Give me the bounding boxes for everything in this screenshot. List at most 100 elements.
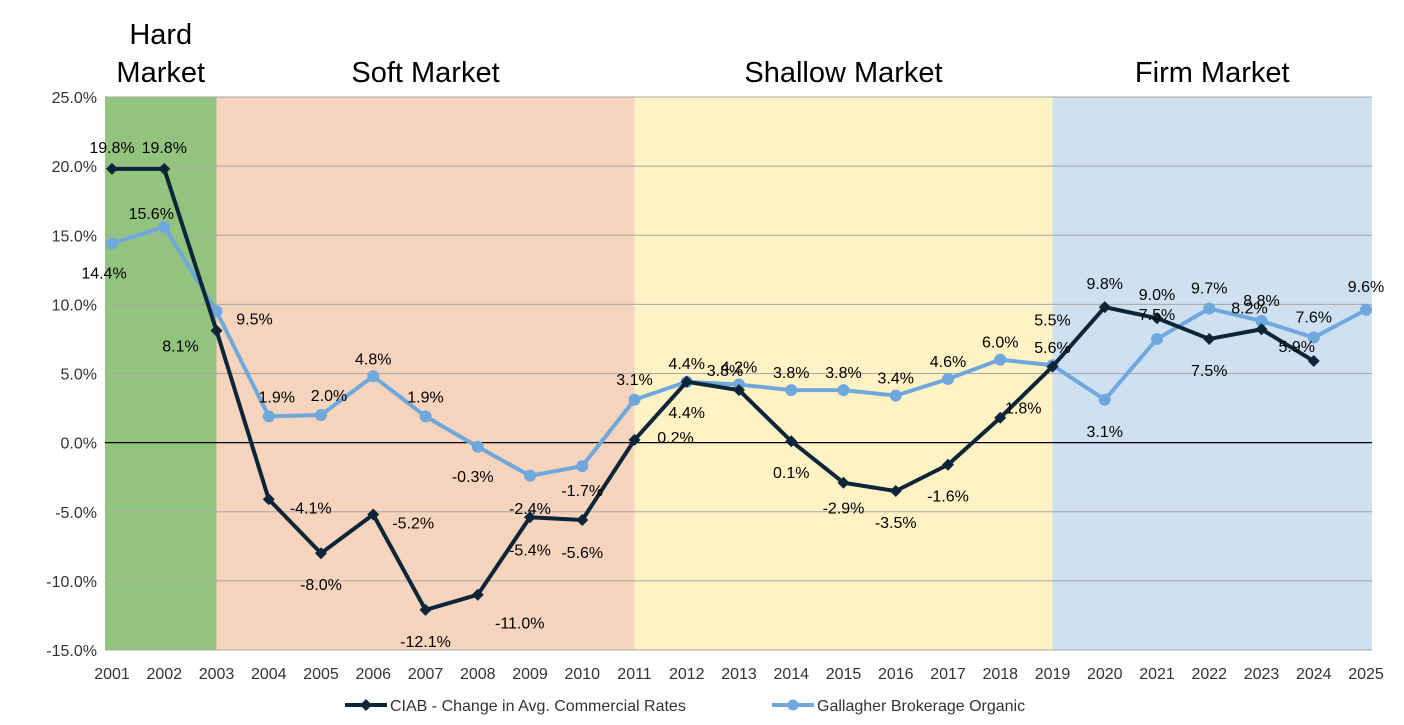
point-ciab-change-in-avg-commercial-rates: [628, 433, 641, 446]
y-tick-label: 10.0%: [52, 297, 97, 314]
point-gallagher-brokerage-organic: [889, 389, 902, 402]
point-ciab-change-in-avg-commercial-rates: [1098, 301, 1111, 314]
y-tick-label: 5.0%: [61, 367, 97, 384]
data-label-ciab-change-in-avg-commercial-rates: 3.8%: [707, 363, 743, 380]
point-ciab-change-in-avg-commercial-rates: [262, 493, 275, 506]
point-gallagher-brokerage-organic: [1098, 393, 1111, 406]
point-gallagher-brokerage-organic: [837, 384, 850, 397]
data-label-gallagher-brokerage-organic: 9.5%: [236, 311, 272, 328]
data-label-gallagher-brokerage-organic: 6.0%: [982, 335, 1018, 352]
data-label-ciab-change-in-avg-commercial-rates: 19.8%: [89, 140, 134, 157]
y-tick-label: 25.0%: [52, 90, 97, 107]
x-tick-label: 2014: [773, 666, 809, 683]
point-ciab-change-in-avg-commercial-rates: [837, 476, 850, 489]
data-label-gallagher-brokerage-organic: 7.6%: [1296, 310, 1332, 327]
data-label-gallagher-brokerage-organic: 7.5%: [1139, 307, 1175, 324]
x-tick-label: 2010: [564, 666, 600, 683]
y-tick-label: 20.0%: [52, 159, 97, 176]
point-gallagher-brokerage-organic: [942, 373, 954, 386]
point-gallagher-brokerage-organic: [994, 353, 1007, 366]
point-ciab-change-in-avg-commercial-rates: [576, 514, 589, 527]
data-label-gallagher-brokerage-organic: 4.6%: [930, 354, 966, 371]
legend-label: CIAB - Change in Avg. Commercial Rates: [390, 698, 686, 715]
data-label-ciab-change-in-avg-commercial-rates: -5.2%: [392, 516, 434, 533]
x-tick-label: 2018: [982, 666, 1018, 683]
data-label-ciab-change-in-avg-commercial-rates: -1.6%: [927, 489, 969, 506]
region-label-hard-market: Market: [116, 57, 205, 89]
point-gallagher-brokerage-organic: [1360, 303, 1372, 316]
point-gallagher-brokerage-organic: [1307, 331, 1320, 344]
point-ciab-change-in-avg-commercial-rates: [942, 458, 954, 471]
region-label-soft-market: Soft Market: [351, 57, 499, 89]
data-label-gallagher-brokerage-organic: 1.9%: [407, 389, 443, 406]
x-tick-label: 2015: [826, 666, 862, 683]
legend-marker: [787, 699, 799, 711]
x-tick-label: 2025: [1348, 666, 1384, 683]
point-ciab-change-in-avg-commercial-rates: [419, 603, 432, 616]
point-gallagher-brokerage-organic: [471, 440, 484, 453]
legend-marker: [360, 699, 372, 711]
data-labels: 19.8% 19.8% 8.1% -4.1% -8.0% -5.2% -12.1% -11.0…: [81, 140, 1384, 651]
point-gallagher-brokerage-organic: [419, 410, 432, 423]
data-label-gallagher-brokerage-organic: 5.6%: [1034, 340, 1070, 357]
data-label-gallagher-brokerage-organic: -2.4%: [509, 501, 551, 518]
point-gallagher-brokerage-organic: [1255, 314, 1268, 327]
region-label-shallow-market: Shallow Market: [744, 57, 942, 89]
point-ciab-change-in-avg-commercial-rates: [471, 588, 484, 601]
data-label-ciab-change-in-avg-commercial-rates: 8.2%: [1231, 300, 1267, 317]
series-line-ciab-change-in-avg-commercial-rates: [112, 166, 1315, 612]
x-tick-label: 2022: [1191, 666, 1227, 683]
point-gallagher-brokerage-organic: [315, 408, 327, 421]
point-ciab-change-in-avg-commercial-rates: [1307, 355, 1320, 368]
point-gallagher-brokerage-organic: [1151, 332, 1163, 345]
data-label-gallagher-brokerage-organic: 2.0%: [311, 388, 347, 405]
x-tick-label: 2001: [94, 666, 130, 683]
point-gallagher-brokerage-organic: [628, 393, 641, 406]
data-label-ciab-change-in-avg-commercial-rates: 8.1%: [162, 339, 198, 356]
data-label-gallagher-brokerage-organic: 1.9%: [259, 389, 295, 406]
point-ciab-change-in-avg-commercial-rates: [210, 324, 223, 337]
region-label-hard-market: Hard: [129, 19, 192, 51]
point-gallagher-brokerage-organic: [367, 370, 380, 383]
legend-label: Gallagher Brokerage Organic: [817, 698, 1025, 715]
point-gallagher-brokerage-organic: [210, 305, 223, 318]
data-label-ciab-change-in-avg-commercial-rates: 9.0%: [1139, 287, 1175, 304]
point-gallagher-brokerage-organic: [262, 410, 275, 423]
point-ciab-change-in-avg-commercial-rates: [367, 508, 380, 521]
point-gallagher-brokerage-organic: [576, 460, 589, 473]
data-label-gallagher-brokerage-organic: 9.7%: [1191, 281, 1227, 298]
x-tick-label: 2013: [721, 666, 757, 683]
point-gallagher-brokerage-organic: [106, 237, 118, 250]
data-label-ciab-change-in-avg-commercial-rates: -2.9%: [823, 501, 865, 518]
point-ciab-change-in-avg-commercial-rates: [785, 435, 798, 448]
data-label-gallagher-brokerage-organic: 4.2%: [721, 360, 757, 377]
data-label-ciab-change-in-avg-commercial-rates: -4.1%: [290, 500, 332, 517]
point-ciab-change-in-avg-commercial-rates: [1151, 312, 1163, 325]
x-tick-label: 2011: [617, 666, 652, 683]
data-label-gallagher-brokerage-organic: 4.4%: [669, 356, 705, 373]
x-tick-label: 2023: [1244, 666, 1280, 683]
x-tick-label: 2017: [930, 666, 966, 683]
region-label-firm-market: Firm Market: [1135, 57, 1290, 89]
x-tick-label: 2008: [460, 666, 496, 683]
data-label-ciab-change-in-avg-commercial-rates: -3.5%: [875, 515, 917, 532]
data-label-gallagher-brokerage-organic: 3.1%: [1087, 424, 1123, 441]
point-ciab-change-in-avg-commercial-rates: [733, 384, 745, 397]
point-ciab-change-in-avg-commercial-rates: [1203, 332, 1216, 345]
data-label-gallagher-brokerage-organic: -0.3%: [452, 469, 494, 486]
point-ciab-change-in-avg-commercial-rates: [1046, 360, 1059, 373]
x-tick-label: 2012: [669, 666, 705, 683]
data-label-gallagher-brokerage-organic: 3.8%: [825, 365, 861, 382]
x-tick-label: 2009: [512, 666, 548, 683]
data-label-ciab-change-in-avg-commercial-rates: 1.8%: [1005, 401, 1041, 418]
point-ciab-change-in-avg-commercial-rates: [524, 511, 536, 524]
point-gallagher-brokerage-organic: [1203, 302, 1216, 315]
point-ciab-change-in-avg-commercial-rates: [889, 485, 902, 498]
series-lines: [106, 162, 1372, 616]
x-tick-label: 2003: [199, 666, 235, 683]
y-tick-label: -15.0%: [46, 643, 97, 660]
data-label-gallagher-brokerage-organic: 3.1%: [616, 372, 652, 389]
gridlines: [105, 96, 1372, 651]
